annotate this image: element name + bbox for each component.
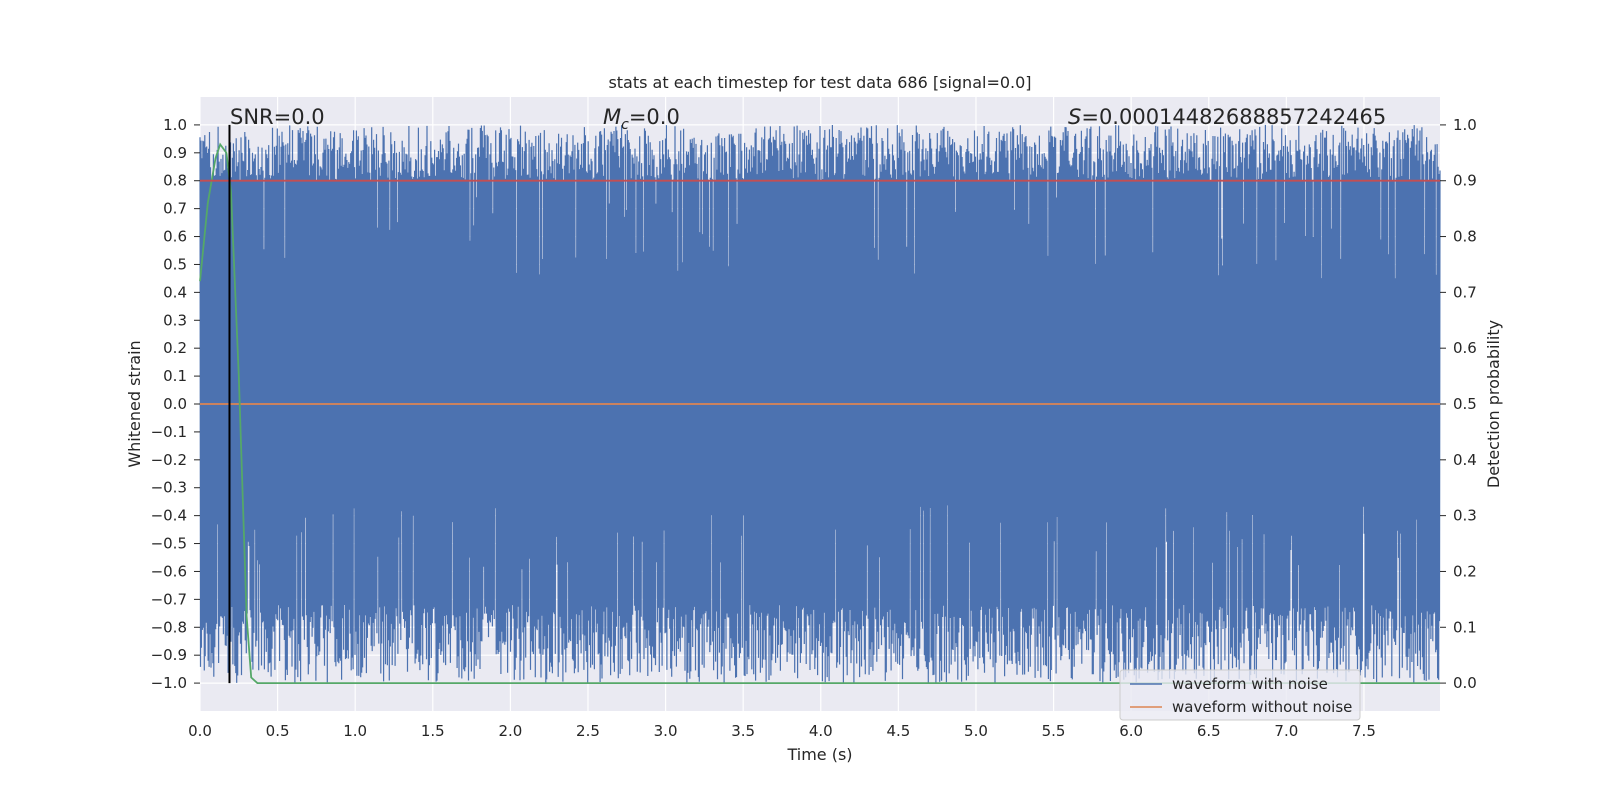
- y-tick-label: 0.6: [163, 228, 187, 246]
- y-tick-label: 0.4: [163, 283, 187, 301]
- legend: waveform with noise waveform without noi…: [1119, 669, 1361, 721]
- chirp-mass-subscript: c: [621, 117, 629, 133]
- x-tick-label: 7.5: [1352, 722, 1376, 740]
- detection-probability-line: [199, 142, 1440, 684]
- waveform-with-noise-line: [199, 124, 1441, 684]
- s-annotation: S=0.00014482688857242465: [1068, 105, 1386, 129]
- y-tick-label: 0.7: [163, 200, 187, 218]
- y-tick-label: −0.9: [151, 646, 187, 664]
- y-tick-label: −0.8: [151, 618, 187, 636]
- chirp-mass-annotation: Mc=0.0: [603, 105, 680, 133]
- y2-tick-label: 0.7: [1453, 283, 1477, 301]
- x-tick-label: 1.0: [343, 722, 367, 740]
- x-tick-label: 4.5: [886, 722, 910, 740]
- y-tick-label: 0.8: [163, 172, 187, 190]
- x-axis-label: Time (s): [786, 745, 852, 764]
- y-tick-label: 0.0: [163, 395, 187, 413]
- x-tick-label: 5.5: [1042, 722, 1066, 740]
- y-tick-label: 0.5: [163, 255, 187, 273]
- y-tick-label: 0.3: [163, 311, 187, 329]
- chart-title: stats at each timestep for test data 686…: [608, 73, 1031, 92]
- snr-annotation: SNR=0.0: [230, 105, 325, 129]
- y-tick-label: −0.3: [151, 479, 187, 497]
- y-tick-label: 0.9: [163, 144, 187, 162]
- x-tick-label: 0.5: [266, 722, 290, 740]
- y-tick-label: 1.0: [163, 116, 187, 134]
- x-tick-label: 2.0: [498, 722, 522, 740]
- y-tick-label: −0.6: [151, 562, 187, 580]
- y-tick-label: −0.7: [151, 590, 187, 608]
- y2-tick-label: 0.0: [1453, 674, 1477, 692]
- x-tick-label: 0.0: [188, 722, 212, 740]
- x-tick-label: 6.5: [1197, 722, 1221, 740]
- x-tick-label: 3.0: [654, 722, 678, 740]
- y-axis-label: Whitened strain: [125, 340, 144, 467]
- noisy-waveform: [199, 124, 1441, 684]
- y-tick-label: −0.4: [151, 507, 187, 525]
- s-symbol: S: [1068, 105, 1081, 129]
- x-tick-label: 4.0: [809, 722, 833, 740]
- y2-axis-label: Detection probability: [1484, 320, 1503, 488]
- y2-tick-label: 0.1: [1453, 618, 1477, 636]
- y2-tick-label: 0.5: [1453, 395, 1477, 413]
- y2-tick-label: 0.4: [1453, 451, 1477, 469]
- line-series: [199, 124, 1440, 684]
- y-tick-label: 0.2: [163, 339, 187, 357]
- ticks: 0.0 0.5 1.0 1.5 2.0 2.5 3.0 3.5 4.0 4.5 5.0 5.5 6.0 6…: [151, 116, 1477, 740]
- chirp-mass-symbol: M: [603, 105, 621, 129]
- x-tick-label: 5.0: [964, 722, 988, 740]
- x-tick-label: 3.5: [731, 722, 755, 740]
- y-tick-label: −0.2: [151, 451, 187, 469]
- x-tick-label: 6.0: [1119, 722, 1143, 740]
- s-value: =0.00014482688857242465: [1081, 105, 1386, 129]
- y-tick-label: −0.1: [151, 423, 187, 441]
- y2-tick-label: 0.2: [1453, 562, 1477, 580]
- x-tick-label: 7.0: [1274, 722, 1298, 740]
- y2-tick-label: 0.3: [1453, 507, 1477, 525]
- y-tick-label: 0.1: [163, 367, 187, 385]
- y2-tick-label: 0.8: [1453, 228, 1477, 246]
- y2-tick-label: 0.6: [1453, 339, 1477, 357]
- y-tick-label: −0.5: [151, 535, 187, 553]
- legend-label-noise: waveform with noise: [1172, 675, 1328, 693]
- x-tick-label: 1.5: [421, 722, 445, 740]
- y2-tick-label: 1.0: [1453, 116, 1477, 134]
- legend-label-clean: waveform without noise: [1172, 698, 1352, 716]
- chirp-mass-value: =0.0: [629, 105, 680, 129]
- x-tick-label: 2.5: [576, 722, 600, 740]
- y-tick-label: −1.0: [151, 674, 187, 692]
- legend-box: [1119, 669, 1361, 721]
- y2-tick-label: 0.9: [1453, 172, 1477, 190]
